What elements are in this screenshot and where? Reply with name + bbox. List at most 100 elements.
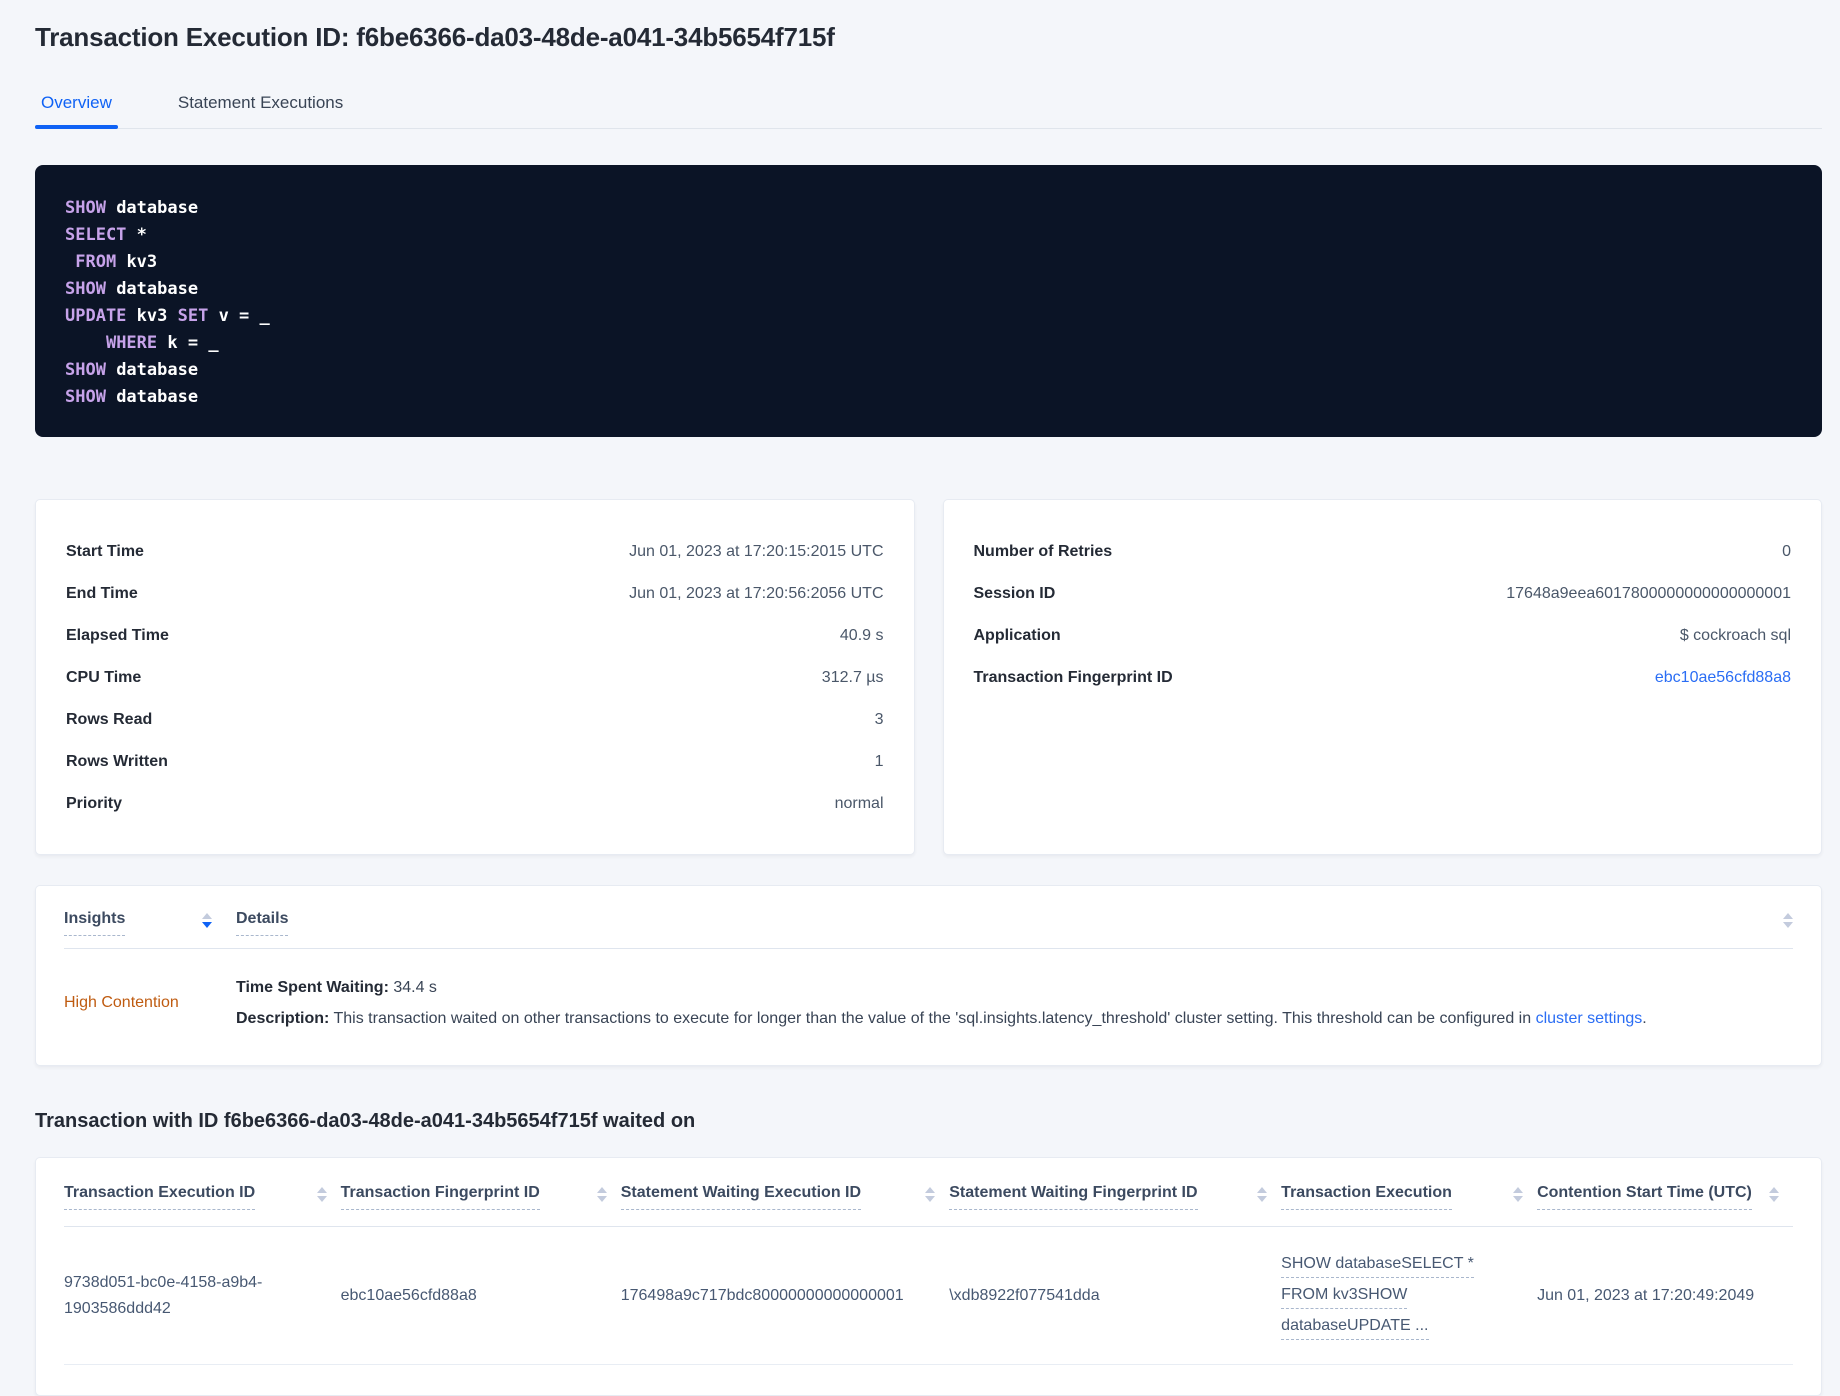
sort-down-caret (202, 922, 212, 928)
cell-contention-start-time: Jun 01, 2023 at 17:20:49:2049 (1537, 1226, 1793, 1365)
sort-down-caret (1513, 1196, 1524, 1202)
sort-down-caret (596, 1196, 607, 1202)
kv-label: Elapsed Time (66, 627, 169, 644)
kv-row-transaction-fingerprint-id: Transaction Fingerprint ID ebc10ae56cfd8… (974, 666, 1792, 689)
kv-label: Application (973, 627, 1061, 644)
transaction-execution-preview-line[interactable]: FROM kv3SHOW (1281, 1282, 1408, 1309)
description-text: This transaction waited on other transac… (329, 1010, 1536, 1027)
column-label[interactable]: Transaction Fingerprint ID (340, 1184, 540, 1210)
kv-value: 312.7 µs (821, 669, 884, 686)
time-spent-waiting-label: Time Spent Waiting: (236, 979, 389, 996)
insights-card: Insights Details High Contention Time Sp… (35, 885, 1822, 1066)
insight-row: High Contention Time Spent Waiting: 34.4… (64, 949, 1793, 1065)
sort-up-caret (925, 1187, 936, 1193)
kv-row-rows-read: Rows Read 3 (66, 708, 884, 731)
tab-overview[interactable]: Overview (35, 83, 118, 129)
waited-on-table-header-row: Transaction Execution ID Transaction Fin… (64, 1158, 1793, 1227)
sort-up-caret (1513, 1187, 1524, 1193)
waited-on-table: Transaction Execution ID Transaction Fin… (64, 1158, 1793, 1365)
session-summary-card: Number of Retries 0 Session ID 17648a9ee… (942, 499, 1822, 855)
column-header-statement-waiting-fingerprint-id[interactable]: Statement Waiting Fingerprint ID (949, 1158, 1282, 1227)
kv-value: Jun 01, 2023 at 17:20:56:2056 UTC (629, 585, 884, 602)
column-header-contention-start-time[interactable]: Contention Start Time (UTC) (1537, 1158, 1793, 1227)
sort-icon[interactable] (596, 1187, 607, 1202)
transaction-execution-preview-line[interactable]: SHOW databaseSELECT * (1281, 1251, 1474, 1278)
sort-down-caret (1769, 1196, 1779, 1202)
sort-up-caret (316, 1187, 327, 1193)
kv-value: Jun 01, 2023 at 17:20:15:2015 UTC (629, 543, 884, 560)
sort-down-caret (316, 1196, 327, 1202)
description-suffix: . (1642, 1010, 1647, 1027)
kv-row-retries: Number of Retries 0 (974, 540, 1792, 563)
waited-on-heading: Transaction with ID f6be6366-da03-48de-a… (35, 1110, 696, 1132)
tab-statement-executions[interactable]: Statement Executions (177, 93, 344, 112)
column-label[interactable]: Statement Waiting Fingerprint ID (949, 1184, 1198, 1210)
kv-row-priority: Priority normal (66, 792, 884, 815)
tab-bar: Overview Statement Executions (35, 83, 1822, 129)
cell-statement-waiting-execution-id: 176498a9c717bdc80000000000000001 (620, 1226, 950, 1365)
page-title: Transaction Execution ID: f6be6366-da03-… (35, 22, 835, 52)
summary-cards-row: Start Time Jun 01, 2023 at 17:20:15:2015… (35, 499, 1822, 855)
kv-value: $ cockroach sql (1679, 627, 1791, 644)
column-header-transaction-fingerprint-id[interactable]: Transaction Fingerprint ID (340, 1158, 621, 1227)
sort-icon[interactable] (925, 1187, 936, 1202)
column-header-transaction-execution-id[interactable]: Transaction Execution ID (64, 1158, 341, 1227)
insights-column-label[interactable]: Insights (64, 910, 126, 936)
insight-details: Time Spent Waiting: 34.4 s Description: … (236, 975, 1793, 1031)
kv-value: 40.9 s (839, 627, 884, 644)
kv-label: Session ID (973, 585, 1056, 602)
kv-label: Transaction Fingerprint ID (973, 669, 1173, 686)
column-label[interactable]: Transaction Execution ID (64, 1184, 256, 1210)
kv-label: Priority (66, 795, 123, 812)
column-header-transaction-execution[interactable]: Transaction Execution (1281, 1158, 1538, 1227)
sql-statement-box: SHOW database SELECT * FROM kv3 SHOW datab… (35, 165, 1822, 437)
sort-icon[interactable] (202, 913, 212, 928)
sort-icon[interactable] (316, 1187, 327, 1202)
kv-row-rows-written: Rows Written 1 (66, 750, 884, 773)
details-column-label[interactable]: Details (236, 910, 289, 936)
kv-row-end-time: End Time Jun 01, 2023 at 17:20:56:2056 U… (66, 582, 884, 605)
execution-summary-card: Start Time Jun 01, 2023 at 17:20:15:2015… (35, 499, 915, 855)
insights-table-header: Insights Details (64, 886, 1793, 949)
insight-description: Description: This transaction waited on … (236, 1006, 1793, 1031)
kv-label: Rows Written (66, 753, 168, 770)
kv-row-cpu-time: CPU Time 312.7 µs (66, 666, 884, 689)
cell-transaction-fingerprint-id: ebc10ae56cfd88a8 (340, 1226, 621, 1365)
kv-row-elapsed-time: Elapsed Time 40.9 s (66, 624, 884, 647)
kv-row-application: Application $ cockroach sql (974, 624, 1792, 647)
sort-down-caret (1783, 922, 1793, 928)
kv-label: End Time (66, 585, 138, 602)
cluster-settings-link[interactable]: cluster settings (1535, 1010, 1643, 1027)
sort-up-caret (202, 913, 212, 919)
sort-down-caret (1257, 1196, 1268, 1202)
sort-down-caret (925, 1196, 936, 1202)
sort-icon[interactable] (1783, 913, 1793, 928)
column-label[interactable]: Contention Start Time (UTC) (1537, 1184, 1752, 1210)
cell-transaction-execution-id: 9738d051-bc0e-4158-a9b4-1903586ddd42 (64, 1226, 341, 1365)
kv-value: 0 (1782, 543, 1791, 560)
kv-value: 17648a9eea6017800000000000000001 (1506, 585, 1791, 602)
cell-transaction-execution: SHOW databaseSELECT * FROM kv3SHOW datab… (1281, 1226, 1538, 1365)
kv-value: normal (834, 795, 884, 812)
column-label[interactable]: Statement Waiting Execution ID (620, 1184, 862, 1210)
sort-icon[interactable] (1769, 1187, 1779, 1202)
cell-statement-waiting-fingerprint-id: \xdb8922f077541dda (949, 1226, 1282, 1365)
sort-icon[interactable] (1257, 1187, 1268, 1202)
column-header-statement-waiting-execution-id[interactable]: Statement Waiting Execution ID (620, 1158, 950, 1227)
kv-label: Number of Retries (973, 543, 1113, 560)
kv-label: Start Time (66, 543, 144, 560)
column-label[interactable]: Transaction Execution (1281, 1184, 1452, 1210)
sort-icon[interactable] (1513, 1187, 1524, 1202)
table-row: 9738d051-bc0e-4158-a9b4-1903586ddd42 ebc… (64, 1226, 1793, 1365)
transaction-execution-preview-line[interactable]: databaseUPDATE ... (1281, 1313, 1429, 1340)
insights-column-header: Insights (64, 910, 236, 936)
kv-value: 3 (874, 711, 884, 728)
waited-on-table-card: Transaction Execution ID Transaction Fin… (35, 1157, 1822, 1396)
kv-label: Rows Read (66, 711, 153, 728)
time-spent-waiting-value: 34.4 s (388, 979, 437, 996)
sort-up-caret (1769, 1187, 1779, 1193)
transaction-fingerprint-link[interactable]: ebc10ae56cfd88a8 (1654, 669, 1791, 686)
insight-type-badge: High Contention (64, 994, 179, 1011)
sort-up-caret (1257, 1187, 1268, 1193)
